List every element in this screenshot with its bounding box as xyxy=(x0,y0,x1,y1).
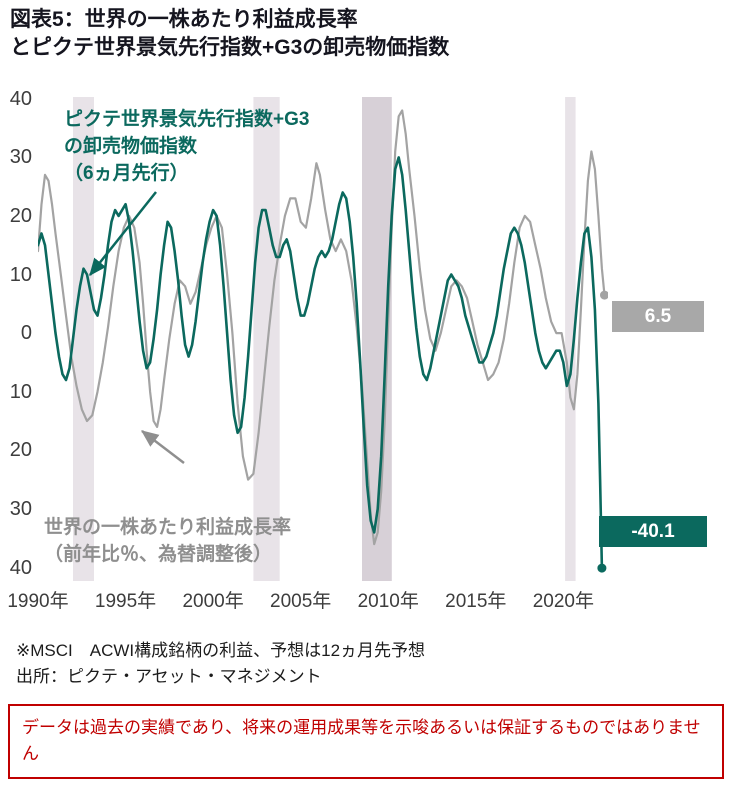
leading-index-annotation: ピクテ世界景気先行指数+G3 の卸売物価指数 （6ヵ月先行） xyxy=(64,106,309,187)
x-axis-label: 2010年 xyxy=(357,591,419,612)
chart-title-line1: 図表5：世界の一株あたり利益成長率 xyxy=(10,8,358,31)
y-axis-label: 20 xyxy=(9,204,32,227)
x-axis-label: 2005年 xyxy=(270,591,332,612)
y-axis-label: 40 xyxy=(9,556,32,579)
leading-index-last-value-box: -40.1 xyxy=(599,516,707,547)
recession-band xyxy=(73,97,94,581)
chart-title-line2: とピクテ世界景気先行指数+G3の卸売物価指数 xyxy=(10,36,450,59)
eps-last-value-box: 6.5 xyxy=(612,301,704,332)
x-axis-label: 1990年 xyxy=(7,591,69,612)
leading-index-annotation-line2: の卸売物価指数 xyxy=(64,136,198,157)
y-axis-label: 10 xyxy=(9,263,32,286)
y-axis-label: 0 xyxy=(20,322,32,345)
x-axis-label: 2015年 xyxy=(445,591,507,612)
leading-index-annotation-arrow xyxy=(89,191,157,276)
x-axis-label: 2000年 xyxy=(182,591,244,612)
eps-annotation: 世界の一株あたり利益成長率 （前年比％、為替調整後） xyxy=(44,514,291,568)
recession-band xyxy=(253,97,280,581)
chart-plot xyxy=(38,97,608,581)
y-axis-label: 40 xyxy=(9,87,32,110)
y-axis-label: 30 xyxy=(9,146,32,169)
series-line-1 xyxy=(38,109,606,546)
footnote-source-note: ※MSCI ACWI構成銘柄の利益、予想は12ヵ月先予想 xyxy=(16,641,426,660)
y-axis-label: 20 xyxy=(9,439,32,462)
leading-index-annotation-line3: （6ヵ月先行） xyxy=(64,163,189,184)
recession-band xyxy=(565,97,576,581)
x-axis-label: 2020年 xyxy=(532,591,594,612)
x-axis: 1990年 1995年 2000年 2005年 2010年 2015年 2020年 xyxy=(0,586,732,612)
y-axis-label: 30 xyxy=(9,497,32,520)
footnote-source: 出所：ピクテ・アセット・マネジメント xyxy=(16,667,322,686)
series-end-dot-1 xyxy=(600,290,608,300)
leading-index-annotation-line1: ピクテ世界景気先行指数+G3 xyxy=(64,109,310,130)
y-axis-label: 10 xyxy=(9,380,32,403)
series-line-2 xyxy=(38,156,604,570)
eps-annotation-line1: 世界の一株あたり利益成長率 xyxy=(44,517,292,538)
chart-title: 図表5：世界の一株あたり利益成長率 とピクテ世界景気先行指数+G3の卸売物価指数 xyxy=(10,6,449,62)
disclaimer-box: データは過去の実績であり、将来の運用成果等を示唆あるいは保証するものではありませ… xyxy=(8,704,724,779)
series-end-dot-2 xyxy=(597,563,607,573)
eps-annotation-line2: （前年比％、為替調整後） xyxy=(44,544,273,565)
eps-annotation-arrow xyxy=(141,430,185,464)
disclaimer-text: データは過去の実績であり、将来の運用成果等を示唆あるいは保証するものではありませ… xyxy=(22,718,701,764)
x-axis-label: 1995年 xyxy=(94,591,157,612)
